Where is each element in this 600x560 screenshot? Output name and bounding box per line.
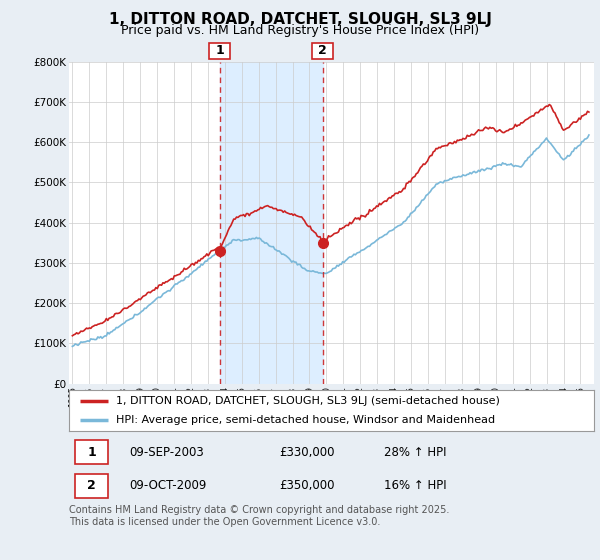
Text: Contains HM Land Registry data © Crown copyright and database right 2025.
This d: Contains HM Land Registry data © Crown c… — [69, 505, 449, 527]
Text: 16% ↑ HPI: 16% ↑ HPI — [384, 479, 446, 492]
Text: 28% ↑ HPI: 28% ↑ HPI — [384, 446, 446, 459]
Text: £350,000: £350,000 — [279, 479, 335, 492]
Text: 1, DITTON ROAD, DATCHET, SLOUGH, SL3 9LJ: 1, DITTON ROAD, DATCHET, SLOUGH, SL3 9LJ — [109, 12, 491, 27]
FancyBboxPatch shape — [76, 440, 108, 464]
Text: 1: 1 — [87, 446, 96, 459]
Text: 09-SEP-2003: 09-SEP-2003 — [130, 446, 204, 459]
Text: 1, DITTON ROAD, DATCHET, SLOUGH, SL3 9LJ (semi-detached house): 1, DITTON ROAD, DATCHET, SLOUGH, SL3 9LJ… — [116, 396, 500, 407]
FancyBboxPatch shape — [76, 474, 108, 498]
Text: 09-OCT-2009: 09-OCT-2009 — [130, 479, 207, 492]
Text: 1: 1 — [215, 44, 224, 58]
Bar — [220, 62, 323, 384]
Text: 2: 2 — [319, 44, 327, 58]
Text: 2: 2 — [87, 479, 96, 492]
Text: HPI: Average price, semi-detached house, Windsor and Maidenhead: HPI: Average price, semi-detached house,… — [116, 415, 496, 425]
Text: Price paid vs. HM Land Registry's House Price Index (HPI): Price paid vs. HM Land Registry's House … — [121, 24, 479, 37]
Text: £330,000: £330,000 — [279, 446, 335, 459]
